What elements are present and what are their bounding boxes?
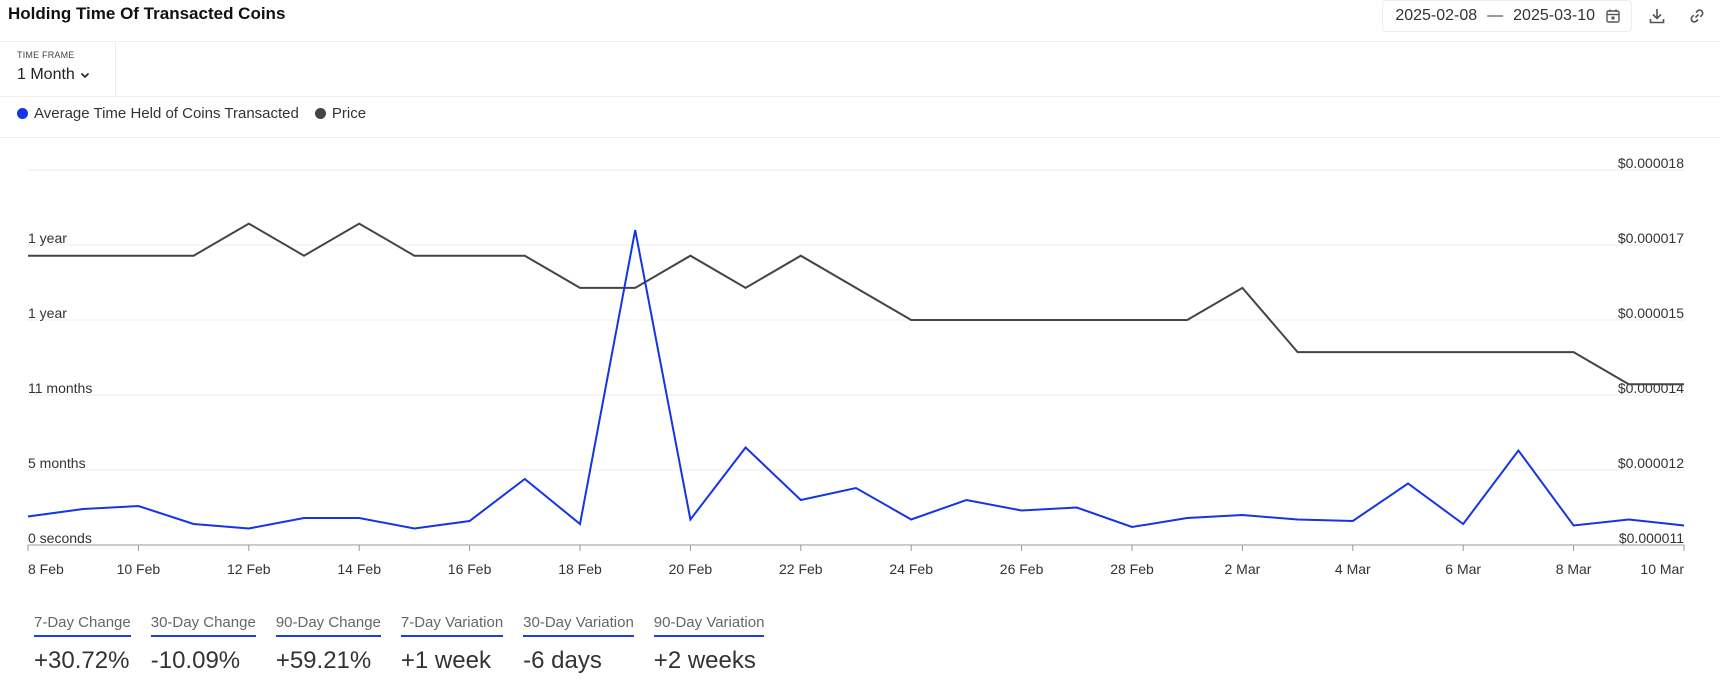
x-tick-label: 24 Feb	[889, 561, 933, 577]
legend-swatch	[314, 108, 326, 119]
x-tick-label: 26 Feb	[1000, 561, 1044, 577]
x-tick-label: 6 Mar	[1445, 561, 1481, 577]
x-tick-label: 2 Mar	[1225, 561, 1261, 577]
legend-item-holding-time[interactable]: Average Time Held of Coins Transacted	[17, 105, 299, 122]
date-to: 2025-03-10	[1513, 7, 1595, 24]
legend-swatch	[17, 108, 28, 119]
stat-30day-change[interactable]: 30-Day Change -10.09%	[150, 614, 256, 675]
x-tick-label: 8 Mar	[1556, 561, 1592, 577]
stat-value: -10.09%	[150, 647, 241, 674]
calendar-icon[interactable]	[1605, 8, 1621, 24]
x-tick-label: 22 Feb	[779, 561, 823, 577]
stat-7day-change[interactable]: 7-Day Change +30.72%	[34, 614, 131, 675]
x-tick-label: 12 Feb	[227, 561, 271, 577]
page-title: Holding Time Of Transacted Coins	[8, 4, 286, 23]
y-right-tick-label: $0.000018	[1618, 155, 1684, 171]
timeframe-divider	[0, 96, 1720, 97]
date-separator: —	[1487, 7, 1504, 24]
y-left-tick-label: 1 year	[28, 305, 67, 321]
holding-time-line	[27, 229, 1685, 530]
x-tick-label: 14 Feb	[337, 561, 381, 577]
stat-90day-change[interactable]: 90-Day Change +59.21%	[275, 614, 381, 675]
legend-item-price[interactable]: Price	[314, 105, 367, 122]
x-tick-label: 16 Feb	[448, 561, 492, 577]
date-from: 2025-02-08	[1395, 7, 1478, 24]
y-left-tick-label: 0 seconds	[28, 530, 92, 546]
y-right-tick-label: $0.000012	[1618, 455, 1684, 471]
y-left-tick-label: 1 year	[28, 230, 67, 246]
price-line	[28, 222, 1684, 386]
stat-label: 90-Day Variation	[653, 614, 765, 637]
stat-label: 30-Day Variation	[523, 614, 634, 637]
stat-90day-variation[interactable]: 90-Day Variation +2 weeks	[653, 614, 765, 675]
x-tick-label: 10 Feb	[117, 561, 161, 577]
x-tick-label: 18 Feb	[558, 561, 602, 577]
link-icon[interactable]	[1682, 1, 1712, 31]
stat-value: +30.72%	[34, 647, 130, 674]
legend-label: Average Time Held of Coins Transacted	[34, 105, 299, 122]
x-tick-label: 20 Feb	[669, 561, 713, 577]
y-right-tick-label: $0.000011	[1619, 530, 1684, 546]
chevron-down-icon	[80, 72, 89, 79]
stat-label: 7-Day Change	[34, 614, 131, 637]
x-tick-label: 10 Mar	[1640, 561, 1684, 577]
timeframe-value: 1 Month	[17, 66, 75, 83]
stats-row: 7-Day Change +30.72% 30-Day Change -10.0…	[34, 614, 765, 675]
stat-label: 30-Day Change	[150, 614, 256, 637]
x-tick-label: 28 Feb	[1110, 561, 1154, 577]
stat-7day-variation[interactable]: 7-Day Variation +1 week	[400, 614, 504, 675]
date-range-picker[interactable]: 2025-02-08 — 2025-03-10	[1382, 0, 1632, 32]
y-right-tick-label: $0.000015	[1618, 305, 1684, 321]
stat-label: 7-Day Variation	[400, 614, 504, 637]
y-right-tick-label: $0.000017	[1618, 230, 1684, 246]
legend-label: Price	[331, 105, 367, 122]
y-right-tick-label: $0.000014	[1618, 380, 1684, 396]
download-icon[interactable]	[1642, 1, 1672, 31]
header-divider	[0, 41, 1720, 42]
stat-value: +2 weeks	[653, 647, 756, 674]
stat-30day-variation[interactable]: 30-Day Variation -6 days	[523, 614, 634, 675]
timeframe-select[interactable]: 1 Month	[17, 66, 115, 84]
chart-legend: Average Time Held of Coins Transacted Pr…	[17, 105, 366, 122]
x-tick-label: 8 Feb	[28, 561, 64, 577]
toolbar: 2025-02-08 — 2025-03-10	[1382, 0, 1712, 32]
timeframe-label: TIME FRAME	[17, 50, 75, 60]
y-left-tick-label: 11 months	[28, 380, 92, 396]
stat-value: +59.21%	[275, 647, 372, 674]
line-chart: 0 seconds 5 months 11 months 1 year 1 year $0…	[27, 155, 1685, 577]
stat-label: 90-Day Change	[275, 614, 381, 637]
stat-value: -6 days	[523, 647, 602, 674]
legend-divider	[0, 137, 1720, 138]
x-tick-label: 4 Mar	[1335, 561, 1371, 577]
stat-value: +1 week	[400, 647, 491, 674]
timeframe-control: TIME FRAME 1 Month	[0, 42, 116, 96]
y-left-tick-label: 5 months	[28, 455, 86, 471]
